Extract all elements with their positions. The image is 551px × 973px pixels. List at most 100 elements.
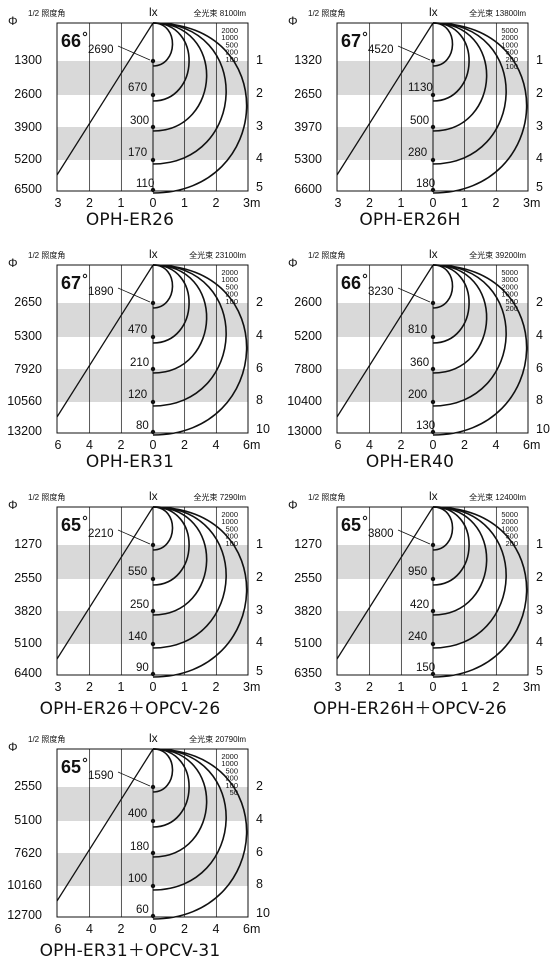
half-angle-label: 1/2 照度角 (308, 250, 345, 260)
x-axis-tick: 3m (243, 196, 260, 210)
level-dot (150, 913, 156, 919)
lux-legend-value: 3000 (501, 275, 518, 284)
half-angle-label: 1/2 照度角 (28, 734, 65, 744)
beam-angle-line (56, 506, 154, 660)
lux-value: 120 (128, 389, 147, 401)
right-scale-value: 4 (536, 151, 543, 165)
x-axis-tick: 0 (150, 680, 157, 694)
x-axis-tick: 2 (461, 438, 468, 452)
level-dot (430, 366, 436, 372)
left-scale-value: 5100 (294, 636, 322, 650)
right-scale-value: 6 (256, 845, 263, 859)
total-flux-label: 全光束 7290lm (194, 492, 247, 502)
right-scale-value: 5 (256, 180, 263, 194)
lux-legend-value: 200 (505, 304, 518, 313)
lux-value: 90 (136, 662, 149, 674)
level-dot (150, 187, 156, 193)
lux-value: 280 (408, 147, 427, 159)
left-scale-value: 3970 (294, 120, 322, 134)
x-axis-tick: 6 (55, 438, 62, 452)
left-scale-value: 13200 (7, 424, 42, 438)
beam-angle-value: 65 (341, 515, 361, 535)
lux-value: 240 (408, 631, 427, 643)
degree-mark (82, 31, 88, 37)
right-scale-value: 1 (536, 53, 543, 67)
illuminance-chart: Φ1/2 照度角 lx 全光束 39200lm6626005200780010400… (287, 247, 550, 452)
illuminance-chart: Φ 1/2 照度角 lx 全光束 20790lm 65 2550 5100 7620 10160… (7, 731, 270, 936)
beam-angle-value: 67 (341, 31, 361, 51)
left-scale-value: 2600 (294, 295, 322, 309)
x-axis-tick: 2 (493, 196, 500, 210)
degree-mark (82, 757, 88, 763)
x-axis-tick: 2 (213, 680, 220, 694)
x-axis-tick: 1 (181, 196, 188, 210)
x-axis-tick: 4 (366, 438, 373, 452)
right-scale-value: 4 (256, 812, 263, 826)
lux-value: 180 (416, 178, 435, 190)
isolux-curve (152, 506, 190, 586)
x-axis-tick: 3m (523, 680, 540, 694)
isolux-curve (152, 748, 227, 891)
lux-legend-value: 200 (505, 539, 518, 548)
right-scale-value: 1 (256, 537, 263, 551)
lux-legend-value: 1000 (221, 275, 238, 284)
x-axis-tick: 0 (430, 438, 437, 452)
left-scale-value: 6400 (14, 666, 42, 680)
isolux-curve (432, 264, 528, 436)
lux-legend-value: 2000 (221, 752, 238, 761)
level-dot (430, 608, 436, 614)
lux-unit-label: lx (429, 247, 438, 261)
x-axis-tick: 2 (398, 438, 405, 452)
lux-unit-label: lx (149, 731, 158, 745)
beam-angle-value: 66 (341, 273, 361, 293)
x-axis-tick: 1 (461, 196, 468, 210)
left-scale-value: 1270 (14, 537, 42, 551)
lux-legend-value: 5000 (501, 510, 518, 519)
lux-legend-value: 100 (225, 55, 238, 64)
lux-value: 420 (410, 599, 429, 611)
level-dot (150, 850, 156, 856)
isolux-curve (152, 22, 190, 102)
degree-mark (362, 273, 368, 279)
phi-label: Φ (288, 256, 298, 270)
isolux-curve (432, 506, 470, 586)
x-axis-tick: 2 (181, 438, 188, 452)
right-scale-value: 5 (256, 664, 263, 678)
phi-label: Φ (288, 14, 298, 28)
lux-value: 2210 (88, 528, 114, 540)
panel-oph-er26h-opcv-26: Φ 1/2 照度角 lx 全光束 12400lm 65 1270 2550 3820 5100 6… (280, 484, 545, 719)
degree-mark (362, 515, 368, 521)
beam-angle-value: 67 (61, 273, 81, 293)
lux-unit-label: lx (429, 489, 438, 503)
level-dot (150, 671, 156, 677)
left-scale-value: 6350 (294, 666, 322, 680)
lux-legend-value: 100 (225, 781, 238, 790)
left-scale-value: 7620 (14, 846, 42, 860)
left-scale-value: 10560 (7, 394, 42, 408)
illuminance-chart: Φ 1/2 照度角 lx 全光束 12400lm 65 1270 2550 3820 5100 6… (288, 489, 543, 694)
total-flux-label: 全光束 13800lm (469, 8, 526, 18)
isolux-curve (432, 264, 507, 407)
lux-value: 170 (128, 147, 147, 159)
lux-value: 300 (130, 115, 149, 127)
beam-angle-line (56, 748, 154, 902)
lux-value: 130 (416, 420, 435, 432)
lux-legend-value: 2000 (221, 268, 238, 277)
isolux-curve (152, 22, 227, 165)
lux-value: 250 (130, 599, 149, 611)
isolux-curve (432, 264, 488, 374)
x-axis-tick: 2 (86, 680, 93, 694)
total-flux-label: 全光束 39200lm (469, 250, 526, 260)
right-scale-value: 10 (536, 422, 550, 436)
model-title: OPH-ER26 (85, 210, 175, 230)
isolux-curve (152, 22, 174, 67)
right-scale-value: 5 (536, 664, 543, 678)
leader-line (397, 529, 431, 545)
lux-value: 810 (408, 324, 427, 336)
right-scale-value: 10 (256, 422, 270, 436)
lux-value: 1890 (88, 286, 114, 298)
model-title: OPH-ER26＋OPCV-26 (39, 699, 221, 719)
isolux-curve (152, 748, 174, 793)
right-scale-value: 2 (256, 570, 263, 584)
left-scale-value: 7920 (14, 362, 42, 376)
